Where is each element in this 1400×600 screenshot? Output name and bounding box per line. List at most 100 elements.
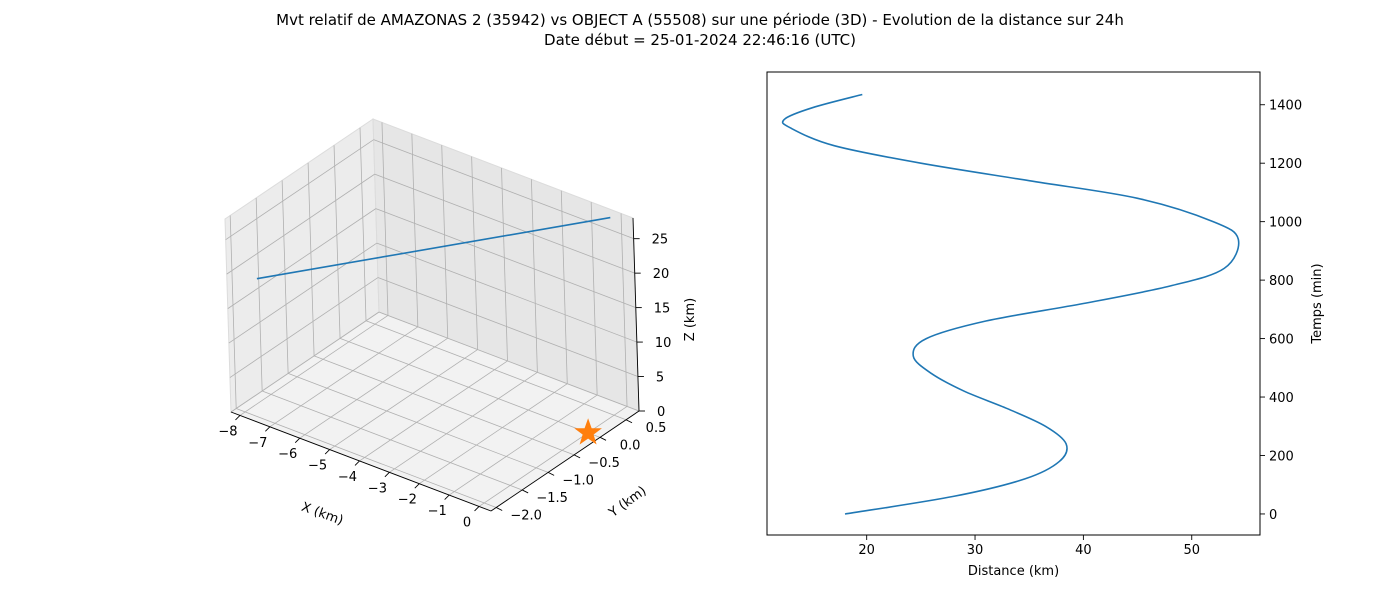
grid-line-z bbox=[230, 311, 380, 413]
grid-line-x bbox=[411, 133, 419, 327]
grid-line-z bbox=[378, 311, 640, 412]
y-tick-label: 0.0 bbox=[620, 438, 641, 453]
grid-line-z bbox=[376, 242, 637, 343]
x-tick-label: 20 bbox=[858, 543, 875, 558]
grid-line-x bbox=[471, 156, 479, 350]
grid-line-x bbox=[620, 213, 628, 407]
x-tick-label: −4 bbox=[338, 470, 357, 485]
grid-line-y bbox=[236, 408, 497, 508]
grid-line-y bbox=[287, 373, 549, 473]
y-tick bbox=[599, 436, 607, 441]
x-tick-label: −1 bbox=[428, 504, 447, 519]
x-tick bbox=[414, 483, 420, 489]
x-tick-label: −6 bbox=[278, 447, 297, 462]
x-tick-label: 30 bbox=[967, 543, 984, 558]
figure-subtitle: Date début = 25-01-2024 22:46:16 (UTC) bbox=[544, 31, 856, 49]
y-tick-label: 1000 bbox=[1269, 216, 1302, 231]
grid-line-z bbox=[373, 139, 634, 240]
tick-group: 20 30 40 50 0 200 400 600 800 1000 1200 1400 bbox=[858, 99, 1302, 558]
grid-line-x bbox=[239, 315, 389, 416]
z-tick-label: 20 bbox=[653, 267, 670, 282]
y-tick-label: 200 bbox=[1269, 449, 1294, 464]
y-tick-label: −1.0 bbox=[562, 473, 594, 488]
y-tick-label: 800 bbox=[1269, 274, 1294, 289]
y-tick-label: 400 bbox=[1269, 391, 1294, 406]
y-tick-label: 0 bbox=[1269, 508, 1277, 523]
y-tick-label: 1400 bbox=[1269, 99, 1302, 114]
y-tick bbox=[495, 507, 503, 511]
grid-line-x bbox=[501, 167, 508, 361]
grid-line-x bbox=[448, 394, 598, 496]
grid-line-y bbox=[313, 355, 575, 456]
grid-line-y bbox=[365, 320, 627, 421]
y-tick bbox=[625, 419, 633, 424]
x-tick bbox=[265, 426, 271, 432]
y-axis-label: Temps (min) bbox=[1310, 263, 1325, 344]
x-tick bbox=[324, 449, 330, 455]
z-axis-label: Z (km) bbox=[683, 298, 698, 341]
grid-line-x bbox=[590, 202, 598, 396]
figure-title: Mvt relatif de AMAZONAS 2 (35942) vs OBJ… bbox=[276, 11, 1124, 29]
x-tick bbox=[474, 506, 480, 512]
y-tick-label: 600 bbox=[1269, 333, 1294, 348]
grid-line-x bbox=[389, 371, 538, 473]
y-axis-label: Y (km) bbox=[606, 484, 650, 522]
grid-line-y bbox=[307, 162, 315, 356]
grid-line-z bbox=[225, 139, 374, 241]
y-tick-label: 1200 bbox=[1269, 157, 1302, 172]
x-tick bbox=[354, 460, 360, 466]
x-tick bbox=[384, 471, 390, 478]
x-tick-label: −7 bbox=[248, 436, 267, 451]
grid-line-x bbox=[269, 326, 419, 428]
grid-line-z bbox=[375, 208, 636, 308]
x-tick-label: −5 bbox=[308, 459, 327, 474]
y-tick bbox=[573, 454, 581, 459]
grid-line-x bbox=[530, 179, 538, 373]
y-axis-line bbox=[490, 410, 640, 512]
grid-line-z bbox=[226, 173, 375, 275]
y-tick-label: −2.0 bbox=[510, 508, 542, 523]
x-tick bbox=[444, 494, 450, 500]
plot-area bbox=[766, 71, 1261, 536]
x-axis-label: X (km) bbox=[299, 500, 345, 529]
z-axis-line bbox=[632, 217, 640, 412]
x-tick bbox=[294, 437, 301, 443]
grid-line-y bbox=[255, 197, 263, 391]
z-tick-label: 25 bbox=[652, 233, 669, 248]
z-tick-label: 5 bbox=[656, 371, 664, 386]
chart-distance-time: 20 30 40 50 0 200 400 600 800 1000 1200 1400 Distan… bbox=[766, 71, 1325, 579]
grid-line-z bbox=[377, 277, 639, 377]
grid-group bbox=[225, 122, 640, 508]
x-tick-label: −3 bbox=[368, 481, 387, 496]
grid-line-y bbox=[262, 390, 523, 491]
z-tick-label: 15 bbox=[654, 302, 671, 317]
x-tick-label: 50 bbox=[1183, 543, 1200, 558]
grid-line-x bbox=[478, 406, 628, 507]
grid-line-y bbox=[359, 127, 367, 321]
star-marker bbox=[574, 418, 602, 445]
x-tick-label: −8 bbox=[218, 424, 237, 439]
x-tick-label: −2 bbox=[398, 493, 417, 508]
grid-line-x bbox=[441, 145, 449, 339]
series-line-trajectory bbox=[256, 216, 611, 280]
grid-line-z bbox=[374, 173, 635, 274]
grid-line-y bbox=[281, 180, 289, 374]
x-axis-label: Distance (km) bbox=[968, 564, 1059, 579]
grid-line-y bbox=[333, 145, 341, 339]
grid-line-y bbox=[229, 215, 237, 409]
grid-line-x bbox=[381, 122, 389, 316]
data-group bbox=[256, 216, 611, 445]
grid-line-x bbox=[359, 360, 508, 462]
series-line-distance bbox=[781, 93, 1240, 515]
z-tick-label: 10 bbox=[655, 336, 672, 351]
grid-line-z bbox=[229, 277, 379, 378]
grid-line-x bbox=[299, 337, 448, 439]
y-tick-label: −1.5 bbox=[536, 491, 568, 506]
x-tick-label: 40 bbox=[1075, 543, 1092, 558]
x-tick-label: 0 bbox=[463, 515, 471, 530]
grid-line-y bbox=[339, 337, 601, 438]
x-tick bbox=[235, 415, 241, 421]
grid-line-z bbox=[227, 208, 377, 309]
grid-line-z bbox=[228, 242, 378, 344]
